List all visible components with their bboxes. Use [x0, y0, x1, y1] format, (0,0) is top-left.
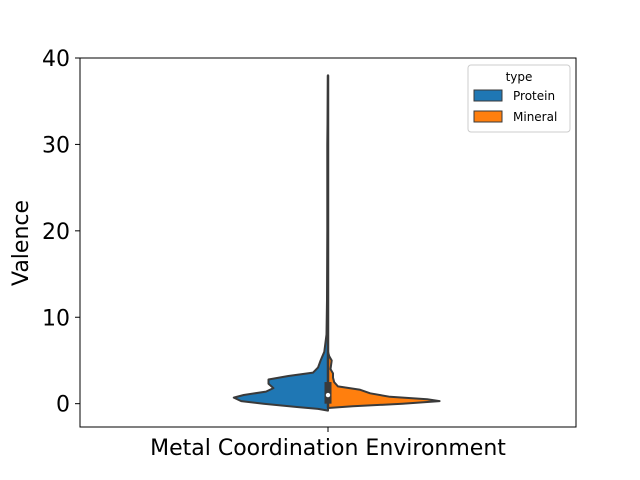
y-tick-label: 0: [56, 393, 70, 418]
y-tick-label: 30: [42, 133, 70, 158]
y-tick-label: 20: [42, 220, 70, 245]
legend: type Protein Mineral: [467, 64, 571, 133]
legend-swatch-mineral: [473, 110, 503, 123]
y-axis: 0 10 20 30 40: [42, 47, 80, 418]
legend-label-mineral: Mineral: [513, 110, 557, 124]
legend-title: type: [506, 70, 533, 84]
y-tick-label: 40: [42, 47, 70, 72]
legend-label-protein: Protein: [513, 89, 555, 103]
box-layer: [324, 75, 332, 408]
y-axis-label: Valence: [9, 200, 34, 286]
box-median: [325, 392, 331, 398]
legend-swatch-protein: [473, 89, 503, 102]
y-tick-label: 10: [42, 306, 70, 331]
violin-mineral: [327, 350, 441, 409]
x-axis-label: Metal Coordination Environment: [150, 436, 506, 461]
